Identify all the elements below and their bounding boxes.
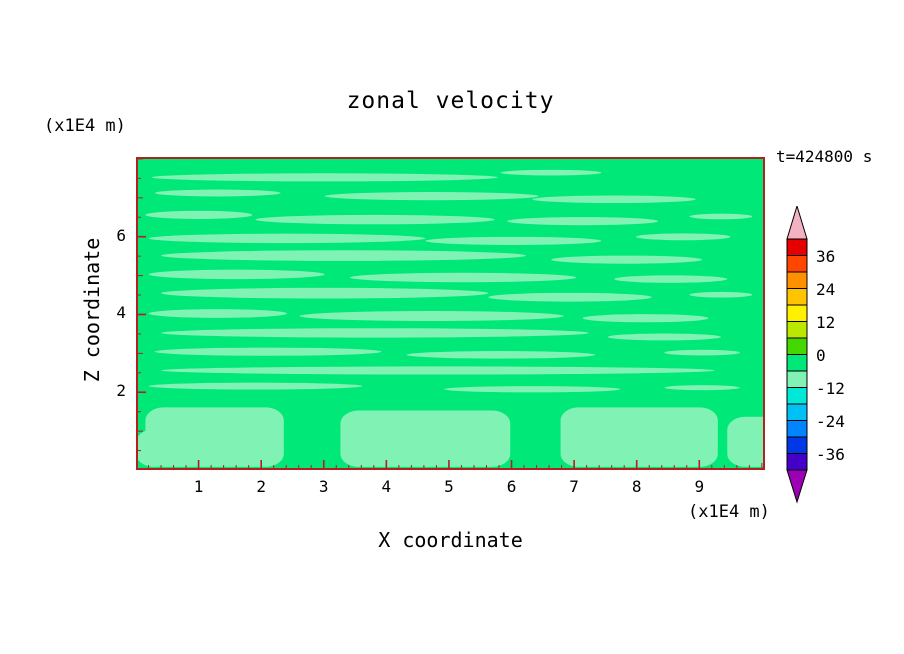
colorbar <box>786 206 808 504</box>
colorbar-segment <box>786 337 808 355</box>
contour-streak <box>689 291 753 298</box>
contour-streak <box>145 210 253 219</box>
colorbar-segment <box>786 354 808 372</box>
contour-streak <box>636 233 731 241</box>
colorbar-segment <box>786 370 808 388</box>
z-axis-units-label: (x1E4 m) <box>44 116 126 136</box>
colorbar-label: 12 <box>816 312 836 332</box>
colorbar-segment <box>786 238 808 256</box>
contour-streak <box>299 310 564 322</box>
contour-streak <box>488 292 652 302</box>
contour-streak <box>425 236 602 245</box>
colorbar-segment <box>786 321 808 339</box>
colorbar-label: 0 <box>816 345 826 365</box>
contour-streak <box>148 269 325 280</box>
contour-streak <box>154 189 281 197</box>
colorbar-label: -36 <box>816 444 845 464</box>
x-tick-label: 2 <box>256 477 266 496</box>
z-tick-label: 2 <box>116 381 126 401</box>
x-tick-label: 3 <box>318 477 329 496</box>
contour-blob <box>340 410 511 467</box>
contour-blob <box>727 416 765 467</box>
colorbar-segment <box>786 271 808 289</box>
colorbar-segment <box>786 255 808 273</box>
colorbar-segment <box>786 436 808 454</box>
colorbar-segment <box>786 403 808 421</box>
contour-streak <box>148 382 363 390</box>
contour-plot <box>136 157 765 470</box>
contour-streak <box>444 386 621 393</box>
z-tick-label: 6 <box>116 225 126 245</box>
z-tick-label: 4 <box>116 303 126 323</box>
contour-streak <box>148 233 426 244</box>
x-tick-label: 9 <box>694 477 705 496</box>
contour-streak <box>151 173 498 182</box>
colorbar-label: 36 <box>816 246 836 266</box>
contour-streak <box>349 272 577 283</box>
contour-streak <box>161 328 589 338</box>
x-axis-title: X coordinate <box>378 528 523 552</box>
colorbar-label: -12 <box>816 378 845 398</box>
contour-streak <box>154 347 382 356</box>
contour-streak <box>507 217 659 226</box>
x-tick-label: 6 <box>506 477 517 496</box>
x-tick-label: 8 <box>631 477 642 496</box>
chart-title: zonal velocity <box>346 88 555 114</box>
contour-streak <box>551 255 703 264</box>
colorbar-arrow-top <box>786 206 808 240</box>
contour-streak <box>161 366 715 375</box>
contour-blob <box>145 407 284 467</box>
colorbar-segment <box>786 288 808 306</box>
colorbar-segment <box>786 453 808 471</box>
contour-streak <box>607 333 721 341</box>
contour-blob <box>560 407 718 467</box>
contour-streak <box>148 309 287 318</box>
x-tick-label: 4 <box>381 477 392 496</box>
contour-streak <box>532 195 696 204</box>
contour-streak <box>614 275 728 283</box>
contour-streak <box>664 385 740 391</box>
contour-streak <box>406 351 596 359</box>
colorbar-segment <box>786 387 808 405</box>
contour-streak <box>255 214 495 225</box>
x-axis-units-label: (x1E4 m) <box>688 502 770 522</box>
colorbar-arrow-bottom <box>786 469 808 504</box>
x-tick-label: 1 <box>193 477 204 496</box>
colorbar-segment <box>786 304 808 322</box>
contour-streak <box>161 250 526 261</box>
x-tick-label: 7 <box>569 477 579 496</box>
contour-streak <box>664 349 740 356</box>
colorbar-label: 24 <box>816 279 836 299</box>
contour-streak <box>161 287 489 299</box>
contour-streak <box>689 213 753 220</box>
contour-field <box>136 169 765 467</box>
contour-streak <box>324 192 539 201</box>
colorbar-label: -24 <box>816 411 845 431</box>
plot-frame <box>136 157 765 470</box>
colorbar-segment <box>786 420 808 438</box>
contour-streak <box>582 314 709 323</box>
time-label: t=424800 s <box>776 147 873 166</box>
contour-streak <box>500 169 602 176</box>
x-tick-label: 5 <box>444 477 454 496</box>
